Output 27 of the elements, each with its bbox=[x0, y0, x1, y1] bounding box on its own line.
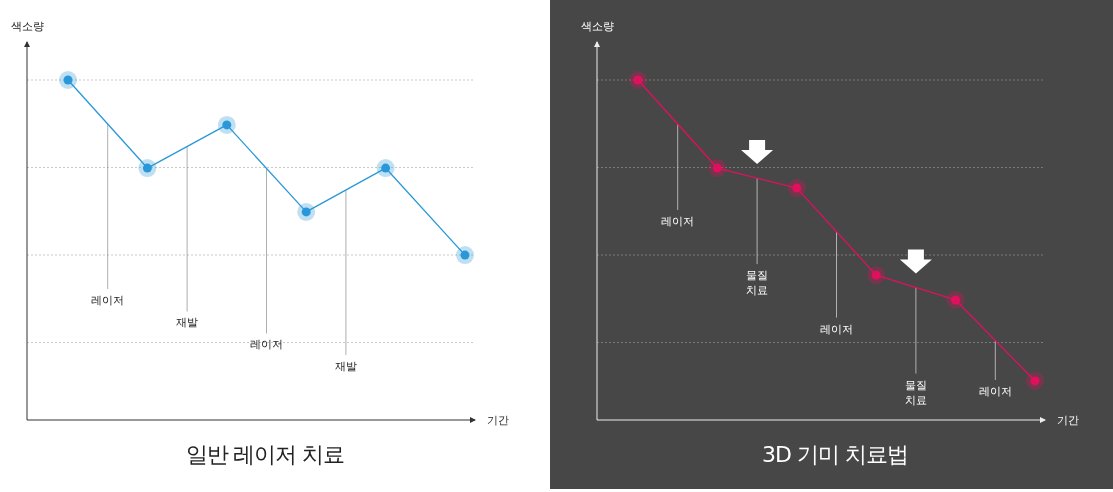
point bbox=[708, 159, 727, 178]
annotation: 레이저 bbox=[661, 215, 695, 229]
text: 일반 레이저 치료 bbox=[185, 442, 345, 467]
annotation: 재발 bbox=[176, 316, 199, 330]
point bbox=[867, 266, 886, 285]
annotation: 레이저 bbox=[820, 322, 853, 336]
point bbox=[297, 202, 316, 221]
x-axis-title: 기간 bbox=[1057, 414, 1079, 427]
annotation: 레이저 bbox=[91, 294, 125, 308]
point bbox=[59, 71, 77, 89]
annotation: 물질 치료 bbox=[904, 378, 927, 407]
point bbox=[376, 159, 395, 178]
point bbox=[946, 290, 965, 309]
annotation: 물질 치료 bbox=[746, 269, 769, 298]
x-axis-title: 기간 bbox=[487, 414, 509, 427]
y-axis-title: 색소량 bbox=[10, 20, 44, 33]
annotation: 레이저 bbox=[250, 338, 283, 352]
y-axis-title: 색소량 bbox=[580, 20, 614, 33]
point bbox=[629, 71, 647, 89]
annotation: 레이저 bbox=[978, 385, 1012, 398]
point bbox=[217, 115, 236, 134]
annotation: 재발 bbox=[334, 359, 357, 373]
text: 3D 기미 치료법 bbox=[762, 442, 908, 467]
point bbox=[456, 246, 474, 265]
point bbox=[1026, 371, 1044, 390]
point bbox=[787, 179, 806, 198]
point bbox=[138, 159, 157, 178]
